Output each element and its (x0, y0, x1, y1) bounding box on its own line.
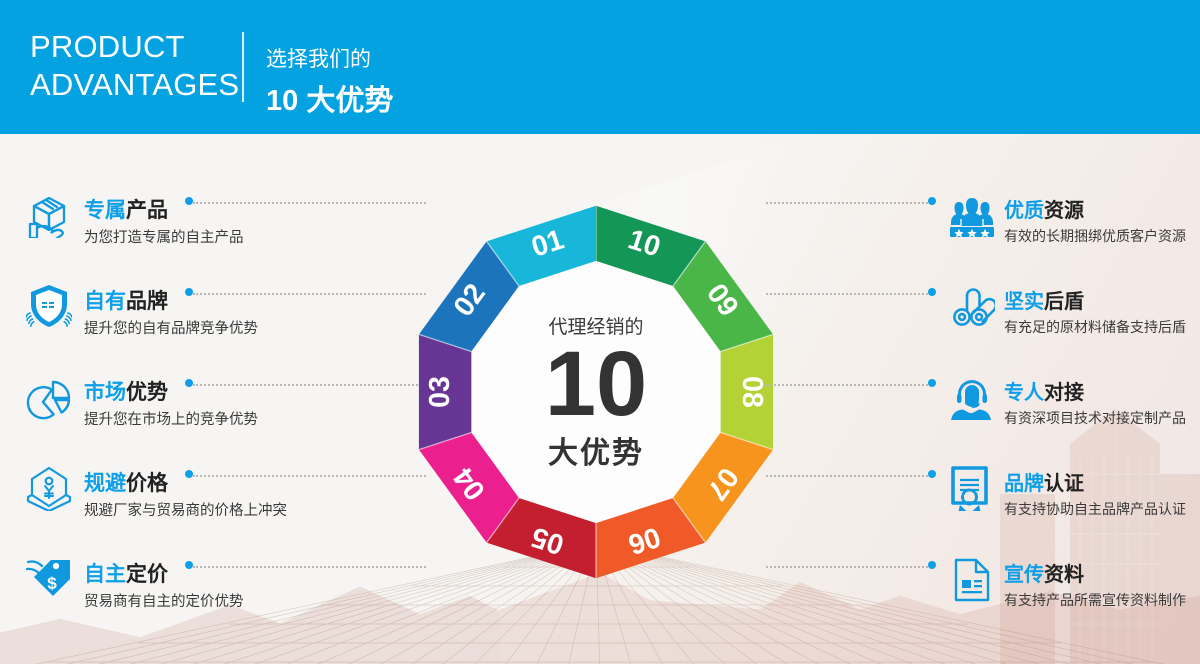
svg-text:08: 08 (736, 376, 768, 408)
svg-text:03: 03 (424, 376, 456, 408)
